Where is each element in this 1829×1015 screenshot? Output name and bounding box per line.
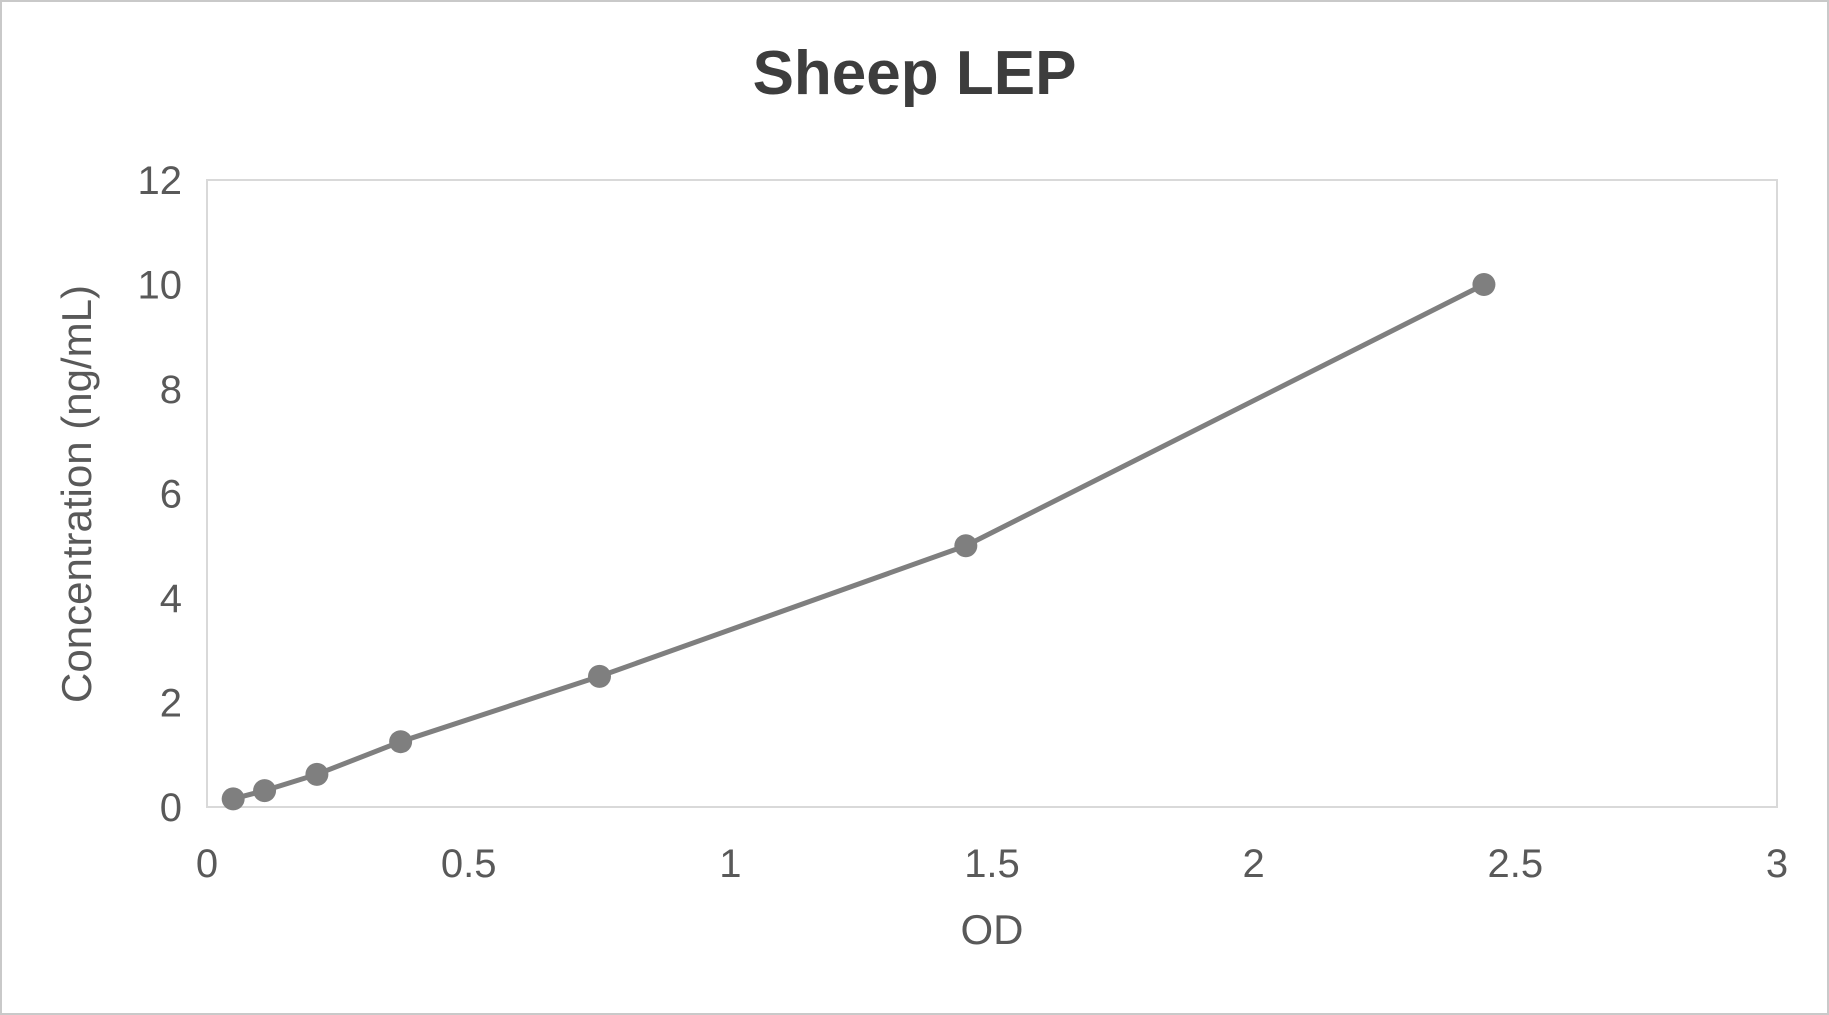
x-tick-label: 1.5 [964,842,1020,886]
y-tick-label: 10 [138,264,183,308]
data-point [253,779,277,803]
plot-border [206,179,1778,808]
y-tick-label: 0 [160,786,182,830]
data-point [1472,273,1496,296]
x-tick-label: 0 [196,842,218,886]
x-tick-label: 0.5 [441,842,497,886]
data-point [588,664,611,688]
data-point [954,534,978,558]
x-tick-label: 1 [719,842,741,886]
y-tick-label: 4 [160,577,182,621]
x-axis-title: OD [960,906,1024,953]
data-point [305,762,329,786]
x-tick-label: 2 [1243,842,1265,886]
x-tick-label: 3 [1766,842,1788,886]
y-tick-label: 6 [160,473,182,517]
chart-title: Sheep LEP [752,39,1077,108]
y-tick-label: 8 [160,368,182,412]
data-point [389,730,413,754]
y-tick-label: 2 [160,682,182,726]
x-tick-label: 2.5 [1488,842,1544,886]
series-line [230,282,1487,802]
y-tick-label: 12 [138,159,183,203]
data-point [221,787,245,811]
